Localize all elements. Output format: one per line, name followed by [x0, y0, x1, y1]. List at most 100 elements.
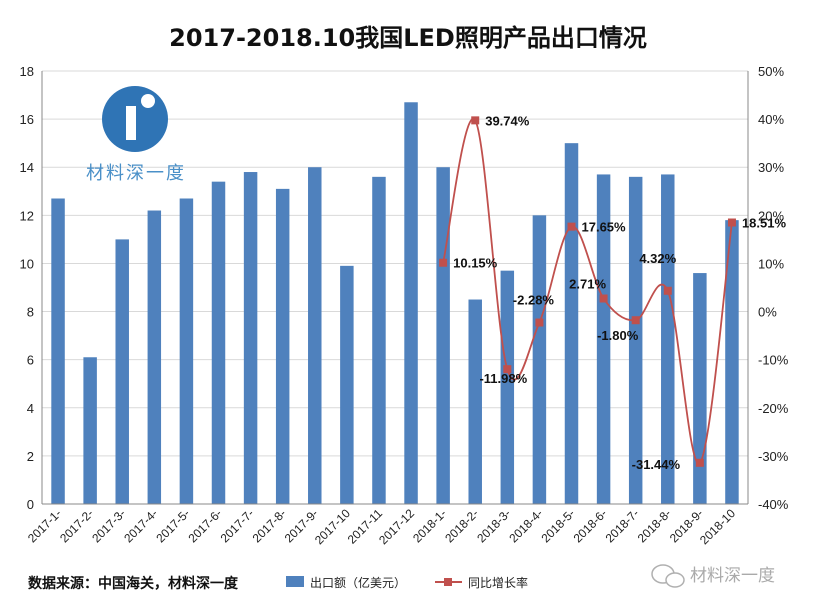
bar: [83, 357, 97, 504]
line-marker: [439, 258, 448, 267]
x-tick-label: 2017-6-: [185, 506, 224, 545]
data-label: 39.74%: [485, 113, 530, 128]
line-marker: [727, 218, 736, 227]
logo: 材料深一度: [86, 86, 186, 184]
legend-bar-label: 出口额（亿美元）: [310, 575, 406, 590]
y-tick-label: 0: [27, 497, 34, 512]
x-tick-label: 2018-2-: [442, 506, 481, 545]
legend-line-marker: [444, 578, 452, 586]
x-tick-label: 2017-5-: [153, 506, 192, 545]
y2-tick-label: 0%: [758, 305, 777, 320]
bar: [628, 176, 643, 504]
line-marker: [471, 116, 480, 125]
x-tick-label: 2017-7-: [218, 506, 257, 545]
left-axis-ticks: 0 2 4 6 8 10 12 14 16 18: [20, 64, 34, 512]
data-label: 18.51%: [742, 216, 787, 231]
legend: 出口额（亿美元） 同比增长率: [286, 575, 528, 590]
y2-tick-label: -30%: [758, 449, 789, 464]
watermark: 材料深一度: [651, 564, 775, 588]
y-tick-label: 8: [27, 305, 34, 320]
bar: [115, 239, 129, 504]
y-tick-label: 4: [27, 401, 34, 416]
logo-dot: [141, 94, 155, 108]
x-tick-label: 2017-2-: [57, 506, 96, 545]
bar: [243, 172, 258, 505]
watermark-text: 材料深一度: [690, 566, 775, 586]
x-tick-label: 2018-8-: [635, 506, 674, 545]
logo-i-glyph: [126, 106, 136, 140]
y-tick-label: 14: [20, 160, 34, 175]
x-tick-label: 2018-6-: [571, 506, 610, 545]
wechat-icon-bubble: [665, 572, 685, 588]
data-label: 10.15%: [453, 256, 498, 271]
bar: [725, 220, 739, 504]
data-label: 17.65%: [582, 220, 627, 235]
x-tick-label: 2018-10: [697, 506, 738, 547]
y-tick-label: 6: [27, 353, 34, 368]
x-tick-label: 2017-8-: [250, 506, 289, 545]
y-tick-label: 16: [20, 112, 34, 127]
axes: [41, 71, 749, 505]
y2-tick-label: 10%: [758, 256, 784, 271]
line-marker: [631, 316, 640, 325]
data-labels: 10.15% 39.74% -11.98% -2.28% 17.65% 2.71% -1.8…: [453, 113, 786, 471]
x-tick-label: 2017-10: [312, 506, 353, 547]
y-tick-label: 18: [20, 64, 34, 79]
bar: [147, 210, 162, 504]
bar: [693, 273, 707, 504]
x-tick-label: 2018-5-: [538, 506, 577, 545]
right-axis-ticks: -40% -30% -20% -10% 0% 10% 20% 30% 40% 50%: [758, 64, 789, 512]
x-tick-label: 2018-7-: [603, 506, 642, 545]
x-tick-label: 2018-3-: [474, 506, 513, 545]
data-label: -2.28%: [513, 293, 555, 308]
y2-tick-label: 20%: [758, 208, 784, 223]
y2-tick-label: -10%: [758, 353, 789, 368]
x-tick-label: 2018-4-: [506, 506, 545, 545]
bar: [372, 176, 386, 504]
legend-line-label: 同比增长率: [468, 575, 528, 590]
x-tick-label: 2017-3-: [89, 506, 128, 545]
line-marker: [663, 286, 672, 295]
y2-tick-label: -20%: [758, 401, 789, 416]
bar: [468, 299, 482, 504]
bar: [596, 174, 611, 504]
line-marker: [599, 294, 608, 303]
line-marker: [567, 222, 576, 231]
y-tick-label: 10: [20, 256, 34, 271]
bar: [308, 167, 322, 504]
y2-tick-label: 50%: [758, 64, 784, 79]
bar: [275, 188, 290, 504]
y2-tick-label: 40%: [758, 112, 784, 127]
y2-tick-label: 30%: [758, 160, 784, 175]
legend-bar-swatch: [286, 576, 304, 587]
chart-title: 2017-2018.10我国LED照明产品出口情况: [169, 24, 647, 52]
logo-text: 材料深一度: [86, 163, 186, 184]
source-text: 数据来源：中国海关，材料深一度: [28, 575, 239, 592]
bar: [500, 270, 515, 504]
bar: [211, 181, 226, 504]
line-series: [439, 116, 736, 467]
bar: [532, 215, 547, 505]
y-tick-label: 2: [27, 449, 34, 464]
x-tick-label: 2018-1-: [410, 506, 449, 545]
line-marker: [503, 365, 512, 374]
line-marker: [695, 458, 704, 467]
bar: [404, 102, 418, 505]
x-tick-label: 2017-12: [376, 506, 417, 547]
bar: [436, 167, 450, 504]
bar: [51, 198, 65, 504]
data-label: -1.80%: [597, 328, 639, 343]
bar: [340, 265, 354, 504]
data-label: 4.32%: [639, 251, 676, 266]
y2-tick-label: -40%: [758, 497, 789, 512]
bar-series: [51, 102, 739, 505]
x-axis-ticks: 2017-1-2017-2-2017-3-2017-4-2017-5-2017-…: [25, 506, 738, 547]
bar: [564, 143, 579, 504]
data-label: -31.44%: [632, 457, 681, 472]
x-tick-label: 2017-1-: [25, 506, 64, 545]
data-label: 2.71%: [569, 277, 606, 292]
line-marker: [535, 318, 544, 327]
y-tick-label: 12: [20, 208, 34, 223]
data-label: -11.98%: [479, 371, 527, 386]
